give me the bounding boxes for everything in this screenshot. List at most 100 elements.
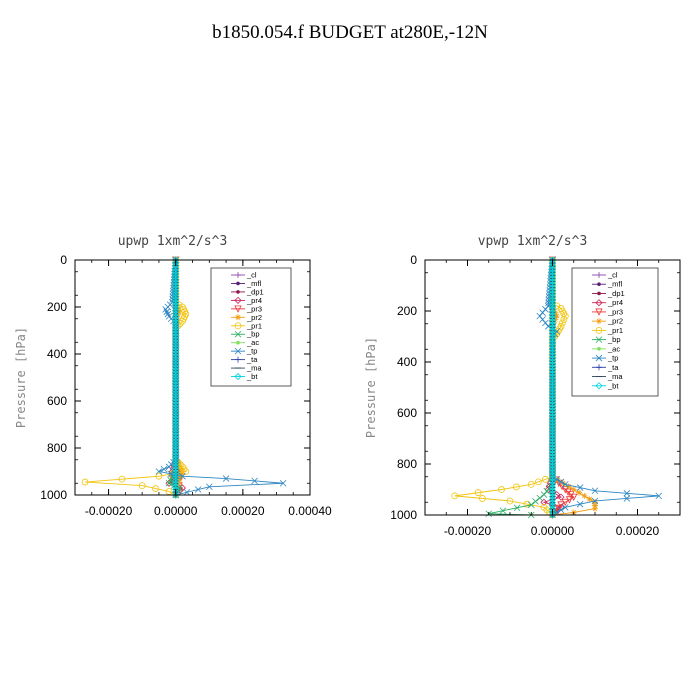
panel-title: upwp 1xm^2/s^3 xyxy=(118,234,228,249)
data-point xyxy=(176,462,183,469)
series-line xyxy=(85,260,187,496)
data-point xyxy=(623,495,631,502)
data-point xyxy=(543,487,551,495)
chart-panel-1: upwp 1xm^2/s^3 Pressure [hPa] 0 200 400 600 80… xyxy=(14,234,332,518)
data-point xyxy=(623,490,631,497)
y-tick-label: 600 xyxy=(397,406,417,420)
legend-label: _bp xyxy=(246,330,260,339)
legend-marker xyxy=(235,272,241,278)
legend-item-cl: _cl xyxy=(231,271,257,280)
legend-marker xyxy=(234,347,242,355)
legend-item-tp: _tp xyxy=(231,347,257,356)
legend-marker xyxy=(234,372,242,381)
legend-item-dp1: _dp1 xyxy=(231,287,264,296)
legend-item-ta: _ta xyxy=(231,355,258,364)
legend-marker xyxy=(234,322,242,330)
y-tick-label: 1000 xyxy=(390,508,417,522)
legend-label: _pr1 xyxy=(607,326,623,335)
data-point xyxy=(180,465,188,473)
y-tick-label: 400 xyxy=(47,347,67,361)
data-point xyxy=(536,312,544,320)
legend-item-bp: _bp xyxy=(231,330,260,339)
data-point xyxy=(592,499,598,506)
legend-label: _bp xyxy=(607,335,621,344)
series-line xyxy=(488,260,553,516)
data-point xyxy=(539,316,546,323)
legend-item-pr4: _pr4 xyxy=(592,298,623,307)
data-point xyxy=(523,500,531,508)
data-point xyxy=(165,479,173,487)
legend-label: _cl xyxy=(607,271,618,280)
legend: _cl_mfl_dp1_pr4_pr3_pr2_pr1_bp_ac_tp_ta_… xyxy=(571,267,659,397)
data-point xyxy=(499,507,507,515)
legend-item-mfl: _mfl xyxy=(592,280,623,289)
data-point xyxy=(527,501,535,509)
data-point xyxy=(194,486,202,493)
legend-label: _bt xyxy=(607,381,619,390)
legend-item-pr3: _pr3 xyxy=(592,307,623,316)
legend-item-pr2: _pr2 xyxy=(231,313,262,322)
chart-panel-2: vpwp 1xm^2/s^3 Pressure [hPa] 0 200 400 600 80… xyxy=(364,234,681,538)
data-point xyxy=(557,506,565,514)
legend-marker xyxy=(596,272,602,278)
data-point xyxy=(498,486,505,493)
data-point xyxy=(540,498,548,506)
x-tick-label: 0.00040 xyxy=(288,504,332,518)
data-point xyxy=(527,480,535,488)
data-point xyxy=(591,497,599,505)
y-tick-label: 400 xyxy=(397,355,417,369)
legend-box xyxy=(571,267,659,397)
legend-label: _ta xyxy=(246,355,258,364)
y-tick-label: 200 xyxy=(47,300,67,314)
legend-item-ma: _ma xyxy=(592,372,623,381)
legend-label: _ac xyxy=(246,338,259,347)
y-tick-label: 800 xyxy=(397,457,417,471)
legend-marker xyxy=(234,330,242,338)
data-point xyxy=(176,308,183,315)
y-tick-label: 1000 xyxy=(40,488,67,502)
data-point xyxy=(542,306,549,313)
legend-marker xyxy=(234,296,242,304)
data-point xyxy=(553,313,560,320)
data-point xyxy=(539,309,546,316)
data-point xyxy=(478,495,486,502)
data-point xyxy=(155,472,163,480)
legend-item-tp: _tp xyxy=(592,354,618,363)
data-point xyxy=(548,511,557,519)
legend-marker xyxy=(235,356,241,363)
data-point xyxy=(576,484,584,491)
legend-label: _tp xyxy=(607,354,618,363)
data-point xyxy=(592,502,598,509)
legend-label: _mfl xyxy=(246,279,262,288)
data-point xyxy=(536,494,544,502)
figure-title: b1850.054.f BUDGET at280E,-12N xyxy=(212,22,488,43)
data-point xyxy=(206,483,213,491)
data-point xyxy=(138,482,146,490)
data-point xyxy=(542,319,549,327)
data-point xyxy=(152,485,159,492)
legend-label: _pr3 xyxy=(246,304,262,313)
legend-box xyxy=(210,267,292,387)
data-point xyxy=(513,504,521,512)
x-tick-label: 0.00020 xyxy=(616,524,660,538)
data-point xyxy=(81,478,89,486)
data-point xyxy=(179,463,186,471)
series-bt xyxy=(172,256,180,499)
data-point xyxy=(279,479,287,487)
data-point xyxy=(474,489,482,497)
legend-marker xyxy=(597,347,601,351)
y-axis-title: Pressure [hPa] xyxy=(364,337,378,438)
data-point xyxy=(557,478,565,486)
data-point xyxy=(251,477,258,485)
legend-label: _pr2 xyxy=(607,317,623,326)
legend-label: _pr4 xyxy=(607,298,623,307)
legend-label: _pr3 xyxy=(607,307,623,316)
data-point xyxy=(576,489,583,496)
legend-item-ta: _ta xyxy=(592,363,619,372)
data-point xyxy=(561,481,569,488)
data-point xyxy=(581,492,588,499)
data-point xyxy=(534,478,542,486)
data-point xyxy=(586,496,593,503)
legend-item-pr1: _pr1 xyxy=(231,321,262,330)
